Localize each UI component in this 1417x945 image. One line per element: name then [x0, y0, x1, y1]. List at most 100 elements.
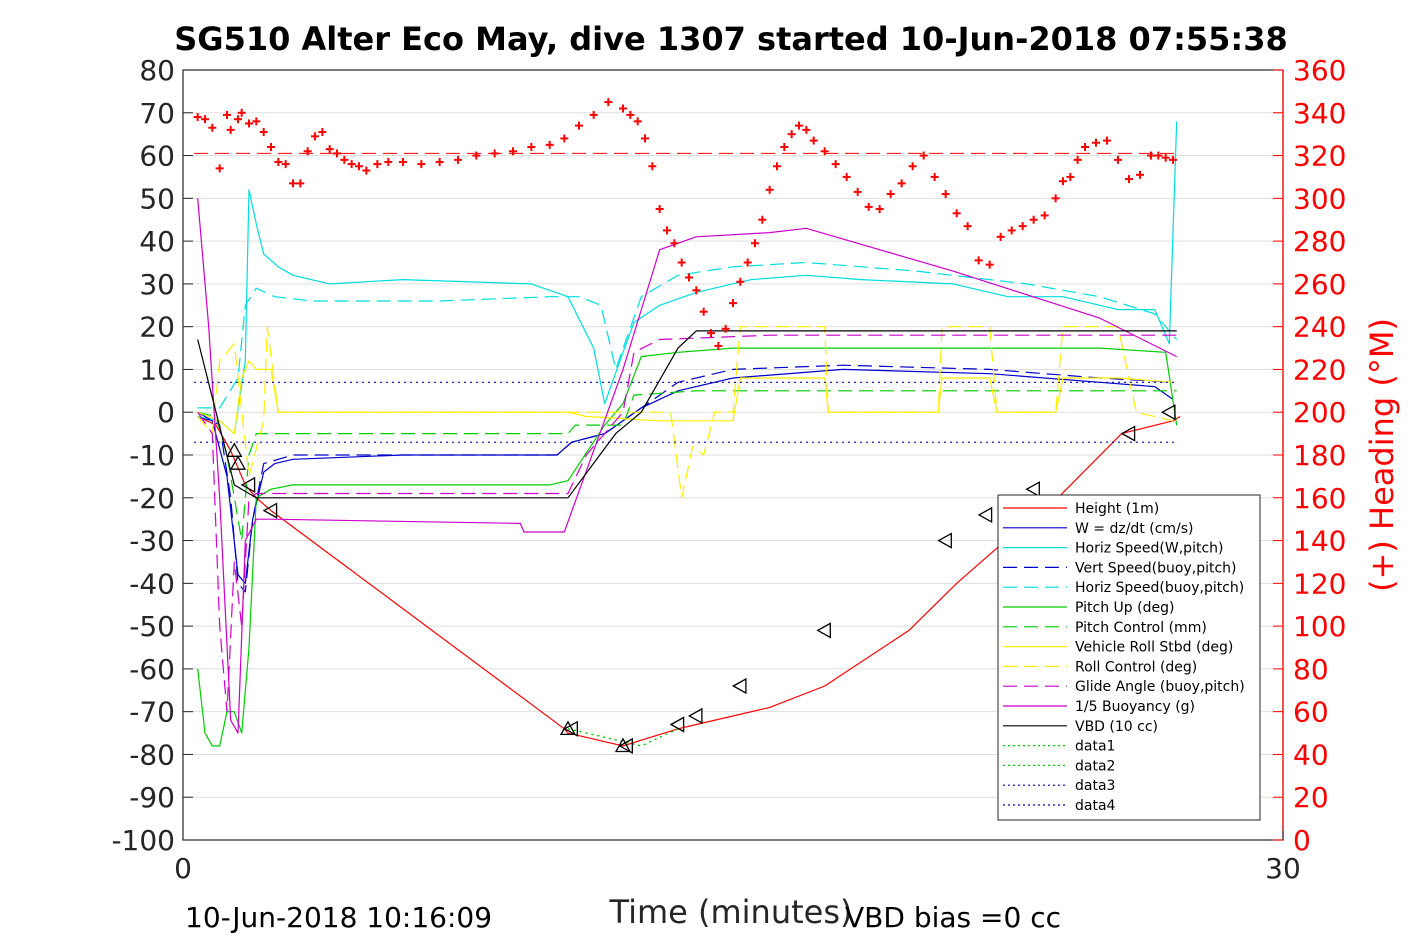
- triangle-marker: [262, 502, 278, 519]
- series-line-roll-control-deg: [197, 326, 1174, 499]
- heading-point: [604, 98, 613, 107]
- left-tick-label: 10: [139, 353, 175, 386]
- legend-entry: Pitch Control (mm): [1003, 620, 1207, 636]
- heading-point: [1125, 175, 1133, 184]
- heading-point: [875, 205, 884, 214]
- heading-point: [237, 108, 246, 117]
- heading-point: [201, 115, 209, 124]
- heading-point: [234, 115, 242, 124]
- legend-label: Horiz Speed(W,pitch): [1075, 541, 1223, 557]
- triangle-marker: [669, 716, 685, 733]
- right-tick-label: 340: [1293, 97, 1346, 130]
- heading-point: [919, 151, 928, 160]
- heading-point: [677, 258, 686, 267]
- heading-point: [758, 215, 767, 224]
- heading-point: [560, 134, 569, 143]
- heading-point: [1007, 226, 1016, 235]
- left-tick-label: -70: [129, 696, 175, 729]
- legend-entry: Horiz Speed(W,pitch): [1003, 541, 1223, 557]
- legend-entry: Pitch Up (deg): [1003, 600, 1174, 616]
- legend-label: Vert Speed(buoy,pitch): [1075, 560, 1237, 576]
- right-y-axis: 3603403203002802602402202001801601401201…: [1273, 54, 1346, 857]
- triangle-marker: [1025, 481, 1040, 498]
- left-tick-label: 70: [139, 97, 175, 130]
- left-tick-label: 40: [139, 225, 175, 258]
- triangle-marker: [240, 476, 256, 494]
- heading-point: [721, 324, 730, 333]
- right-tick-label: 280: [1293, 225, 1346, 258]
- heading-point: [820, 147, 829, 156]
- x-axis: 0 30: [174, 830, 1301, 885]
- legend-label: data2: [1075, 758, 1115, 774]
- right-tick-label: 180: [1293, 439, 1346, 472]
- heading-point: [1029, 215, 1038, 224]
- heading-point: [274, 157, 283, 166]
- footer-vbd-bias: VBD bias =0 cc: [845, 901, 1061, 934]
- legend-label: data3: [1075, 778, 1115, 794]
- right-tick-label: 300: [1293, 182, 1346, 215]
- legend-label: Roll Control (deg): [1075, 659, 1197, 675]
- heading-point: [831, 160, 840, 169]
- left-tick-label: -20: [129, 482, 175, 515]
- heading-point: [886, 190, 895, 199]
- chart-title: SG510 Alter Eco May, dive 1307 started 1…: [174, 20, 1287, 58]
- legend-entry: Vehicle Roll Stbd (deg): [1003, 640, 1233, 656]
- heading-point: [1073, 155, 1082, 164]
- series-layer: [194, 121, 1181, 747]
- heading-point: [692, 286, 701, 295]
- heading-point: [908, 162, 917, 171]
- heading-point: [215, 164, 224, 173]
- triangle-marker: [618, 737, 633, 755]
- heading-point: [751, 239, 759, 248]
- heading-point: [527, 143, 536, 151]
- triangle-marker: [229, 455, 247, 470]
- heading-point: [795, 121, 803, 130]
- legend-label: W = dz/dt (cm/s): [1075, 521, 1194, 537]
- heading-point: [347, 160, 356, 169]
- heading-point: [267, 143, 275, 151]
- heading-point: [509, 147, 517, 156]
- right-tick-label: 260: [1293, 268, 1346, 301]
- heading-point: [864, 202, 873, 211]
- heading-point: [1169, 155, 1177, 164]
- heading-point: [399, 157, 407, 166]
- left-tick-label: 0: [157, 396, 175, 429]
- legend-entry: Horiz Speed(buoy,pitch): [1003, 580, 1244, 596]
- legend-label: 1/5 Buoyancy (g): [1075, 699, 1195, 715]
- heading-point: [1059, 177, 1067, 186]
- heading-point: [787, 130, 796, 139]
- heading-point: [853, 187, 862, 196]
- left-tick-label: 20: [139, 311, 175, 344]
- heading-point: [996, 232, 1005, 241]
- legend-entry: Glide Angle (buoy,pitch): [1003, 679, 1245, 695]
- heading-point: [1147, 151, 1155, 160]
- heading-point: [325, 145, 334, 154]
- series-line-data2: [567, 728, 679, 747]
- heading-point: [245, 119, 253, 128]
- right-tick-label: 60: [1293, 696, 1329, 729]
- heading-point: [417, 160, 426, 169]
- heading-point: [318, 128, 327, 137]
- heading-point: [575, 121, 583, 130]
- right-tick-label: 200: [1293, 396, 1346, 429]
- heading-point: [707, 329, 715, 338]
- x-axis-label: Time (minutes): [609, 893, 853, 931]
- left-tick-label: 50: [139, 182, 175, 215]
- right-tick-label: 220: [1293, 353, 1346, 386]
- series-line-horiz-speed-w-pitch: [197, 121, 1178, 435]
- triangle-marker: [977, 506, 993, 524]
- footer-timestamp: 10-Jun-2018 10:16:09: [185, 901, 492, 934]
- heading-point: [765, 185, 774, 194]
- legend-entry: VBD (10 cc): [1003, 719, 1158, 735]
- heading-point: [699, 307, 708, 316]
- triangle-marker: [1160, 404, 1176, 421]
- legend-entry: W = dz/dt (cm/s): [1003, 521, 1194, 537]
- heading-point: [809, 136, 818, 145]
- legend-entry: data2: [1003, 758, 1115, 774]
- heading-point: [193, 113, 202, 122]
- heading-point: [714, 341, 723, 350]
- legend-label: VBD (10 cc): [1075, 719, 1158, 735]
- right-tick-label: 360: [1293, 54, 1346, 87]
- heading-point: [897, 179, 906, 188]
- heading-point: [226, 125, 235, 134]
